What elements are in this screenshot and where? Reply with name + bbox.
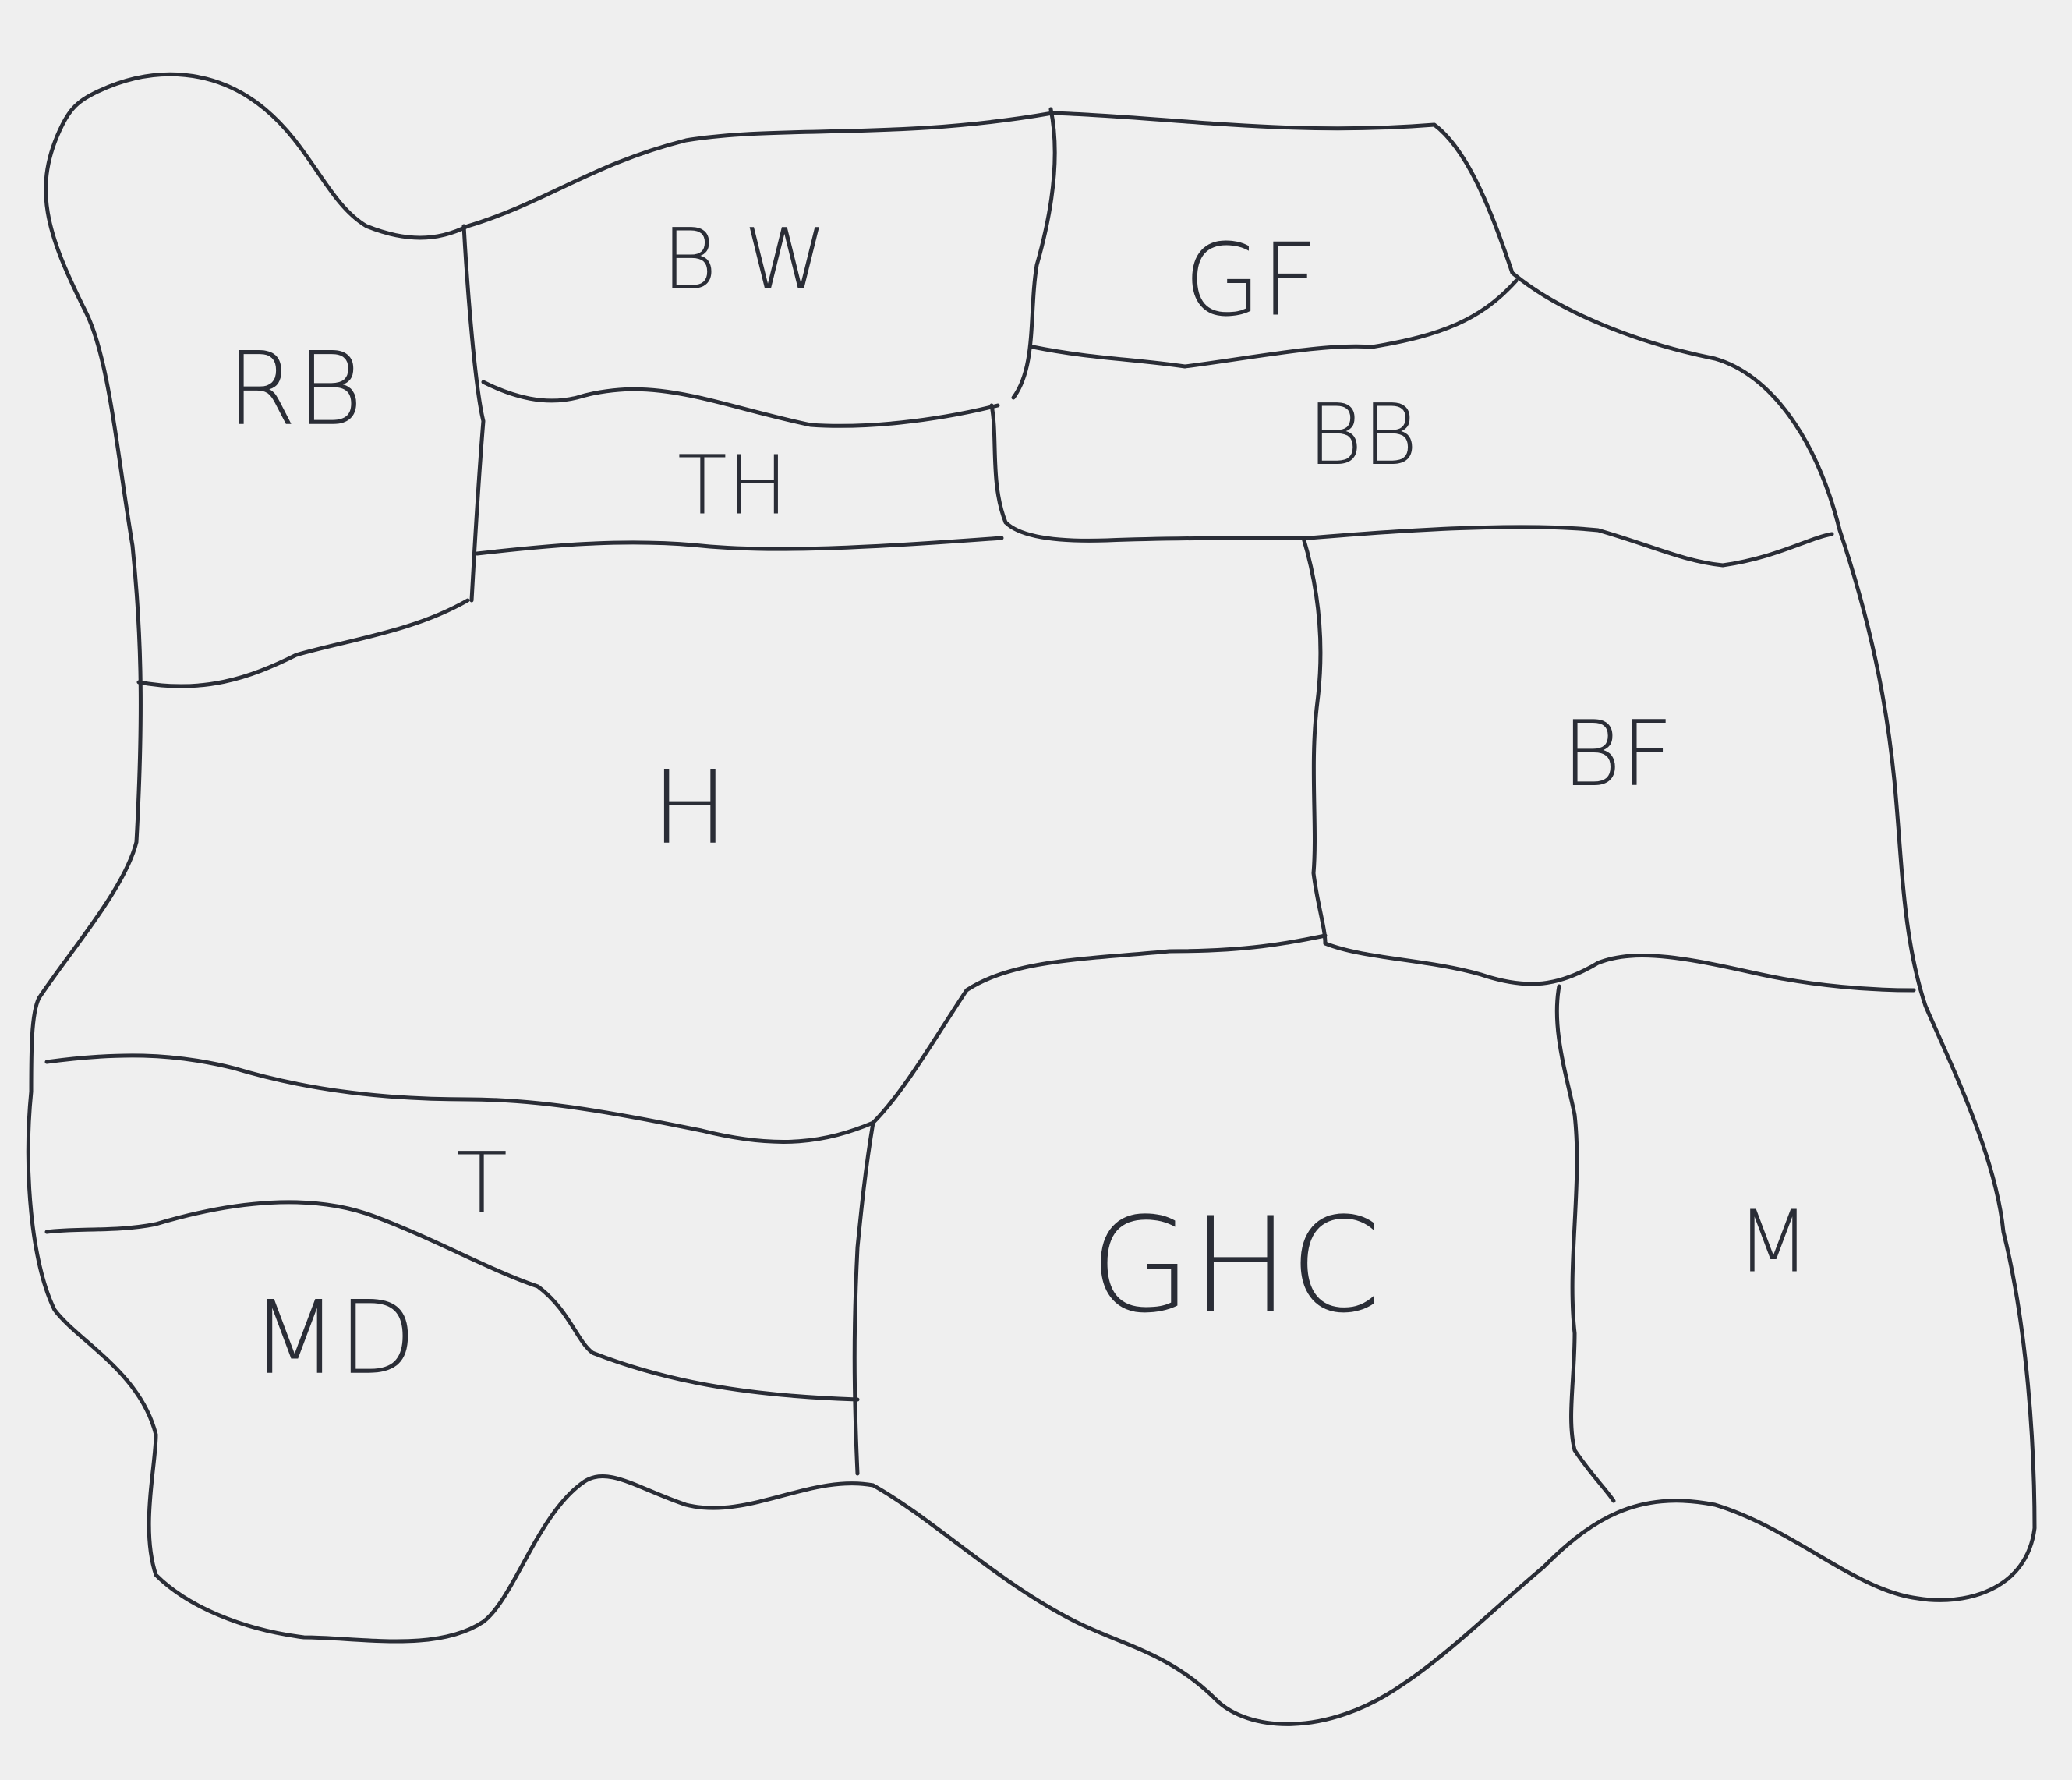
region-label-bb: BB <box>1307 387 1417 484</box>
border-bb-h <box>1003 520 1834 568</box>
border-t-md <box>44 1200 860 1402</box>
region-label-t: T <box>456 1135 507 1233</box>
border-h-ghc <box>871 933 1328 1125</box>
border-ghc-m <box>1554 984 1616 1503</box>
region-label-bw: B W <box>662 211 827 309</box>
outer-border <box>26 72 2037 1726</box>
region-label-md: MD <box>251 1279 416 1397</box>
border-h-bf <box>1301 536 1328 946</box>
region-label-rb: RB <box>226 330 362 448</box>
border-rb-h <box>136 598 470 688</box>
region-label-m: M <box>1737 1191 1811 1291</box>
region-label-h: H <box>652 748 728 867</box>
region-label-gf: GF <box>1184 222 1319 338</box>
region-label-bf: BF <box>1562 702 1674 807</box>
border-bf-south <box>1323 941 1916 993</box>
border-th-bb <box>989 403 1008 525</box>
border-gf-bb <box>1031 278 1519 369</box>
border-th-h <box>475 536 1004 556</box>
border-t-ghc <box>852 1120 875 1476</box>
border-h-t <box>44 1053 875 1144</box>
region-label-ghc: GHC <box>1090 1189 1381 1342</box>
region-label-th: TH <box>677 437 788 533</box>
border-rb-bw <box>461 224 486 603</box>
border-bw-th <box>481 380 1000 428</box>
border-bw-gf <box>1011 107 1057 400</box>
